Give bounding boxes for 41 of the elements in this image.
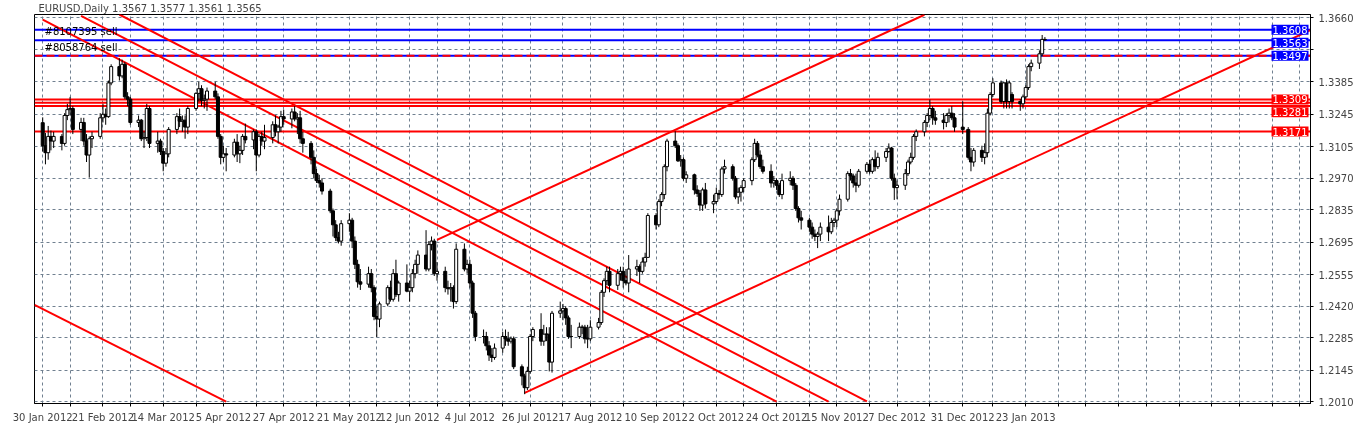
candlestick xyxy=(128,96,133,126)
x-tick-label: 14 Mar 2012 xyxy=(131,411,195,423)
y-tick-label: 1.3105 xyxy=(1318,141,1354,153)
x-tick-label: 23 Jan 2013 xyxy=(995,411,1056,423)
ref-line-label: 1.3281 xyxy=(1272,107,1308,119)
y-tick-label: 1.2970 xyxy=(1318,173,1354,185)
x-tick-label: 31 Dec 2012 xyxy=(930,411,995,423)
x-tick-label: 26 Jul 2012 xyxy=(501,411,559,423)
y-tick-label: 1.2010 xyxy=(1318,396,1354,408)
x-tick-label: 5 Apr 2012 xyxy=(195,411,252,423)
candlestick xyxy=(911,133,916,161)
y-tick-label: 1.2285 xyxy=(1318,332,1354,344)
y-tick-label: 1.2145 xyxy=(1318,365,1354,377)
y-tick-label: 1.3385 xyxy=(1318,76,1354,88)
x-tick-label: 17 Aug 2012 xyxy=(558,411,623,423)
candlestick xyxy=(1007,80,1012,109)
x-tick-label: 10 Sep 2012 xyxy=(624,411,688,423)
x-tick-label: 24 Oct 2012 xyxy=(745,411,808,423)
x-tick-label: 2 Oct 2012 xyxy=(688,411,745,423)
y-tick-label: 1.2555 xyxy=(1318,269,1354,281)
y-tick-label: 1.2835 xyxy=(1318,204,1354,216)
x-tick-label: 4 Jul 2012 xyxy=(444,411,495,423)
y-tick-label: 1.3660 xyxy=(1318,12,1354,24)
ref-line-label: 1.3497 xyxy=(1272,50,1308,62)
x-tick-label: 30 Jan 2012 xyxy=(12,411,73,423)
x-tick-label: 7 Dec 2012 xyxy=(868,411,926,423)
chart-title: EURUSD,Daily 1.3567 1.3577 1.3561 1.3565 xyxy=(38,3,262,14)
candlestick xyxy=(462,242,467,272)
x-tick-label: 12 Jun 2012 xyxy=(379,411,440,423)
ref-line-label: 1.3171 xyxy=(1272,126,1308,138)
y-tick-label: 1.2420 xyxy=(1318,301,1354,313)
candlestick xyxy=(799,210,804,230)
candlestick xyxy=(703,182,708,210)
ref-line-label: 1.3608 xyxy=(1272,24,1308,36)
candlestick xyxy=(856,168,861,189)
y-tick-label: 1.2695 xyxy=(1318,237,1354,249)
candlestick xyxy=(971,147,976,168)
y-tick-label: 1.3245 xyxy=(1318,109,1354,121)
x-tick-label: 27 Apr 2012 xyxy=(252,411,315,423)
ref-line-label: 1.3309 xyxy=(1272,94,1308,106)
ref-line-label: 1.3563 xyxy=(1272,37,1308,49)
